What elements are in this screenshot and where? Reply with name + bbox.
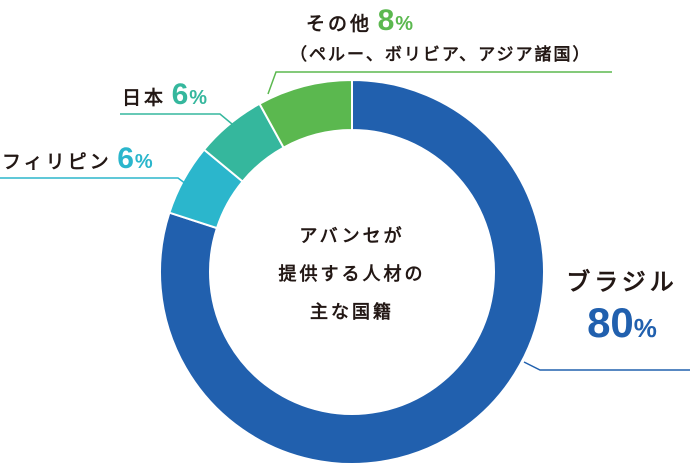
label-philippines-name: フィリピン <box>2 151 112 173</box>
donut-segments <box>159 78 545 465</box>
label-other-sign: % <box>395 13 414 35</box>
label-other-pct: 8% <box>378 4 413 37</box>
label-japan: 日本 6% <box>122 78 207 112</box>
label-philippines-pct: 6% <box>117 142 152 175</box>
label-brazil-sign: % <box>633 313 657 343</box>
label-brazil-pct: 80% <box>560 299 684 347</box>
label-brazil-value: 80 <box>587 299 634 346</box>
label-other-name: その他 <box>306 13 373 35</box>
label-other: その他 8% <box>306 4 413 38</box>
label-japan-value: 6 <box>171 78 189 111</box>
center-line-3: 主な国籍 <box>310 302 394 323</box>
leader-line-brazil <box>523 361 690 371</box>
label-brazil-name: ブラジル <box>566 268 678 296</box>
label-philippines: フィリピン 6% <box>2 142 153 176</box>
label-other-value: 8 <box>377 4 395 37</box>
center-line-1: アバンセが <box>299 226 405 247</box>
label-other-note: （ペルー、ボリビア、アジア諸国） <box>290 45 592 65</box>
label-japan-name: 日本 <box>122 87 167 109</box>
label-philippines-sign: % <box>134 151 153 173</box>
label-philippines-value: 6 <box>117 142 134 175</box>
chart-center-title: アバンセが 提供する人材の 主な国籍 <box>252 218 452 332</box>
leader-line-philippines <box>0 177 187 185</box>
label-brazil: ブラジル 80% <box>560 262 684 347</box>
leader-line-other <box>267 71 612 95</box>
label-japan-pct: 6% <box>172 78 207 111</box>
donut-segment-3 <box>258 78 353 149</box>
leader-line-japan <box>120 113 233 125</box>
donut-segment-0 <box>159 78 545 465</box>
center-line-2: 提供する人材の <box>278 264 426 285</box>
label-japan-sign: % <box>189 87 208 109</box>
